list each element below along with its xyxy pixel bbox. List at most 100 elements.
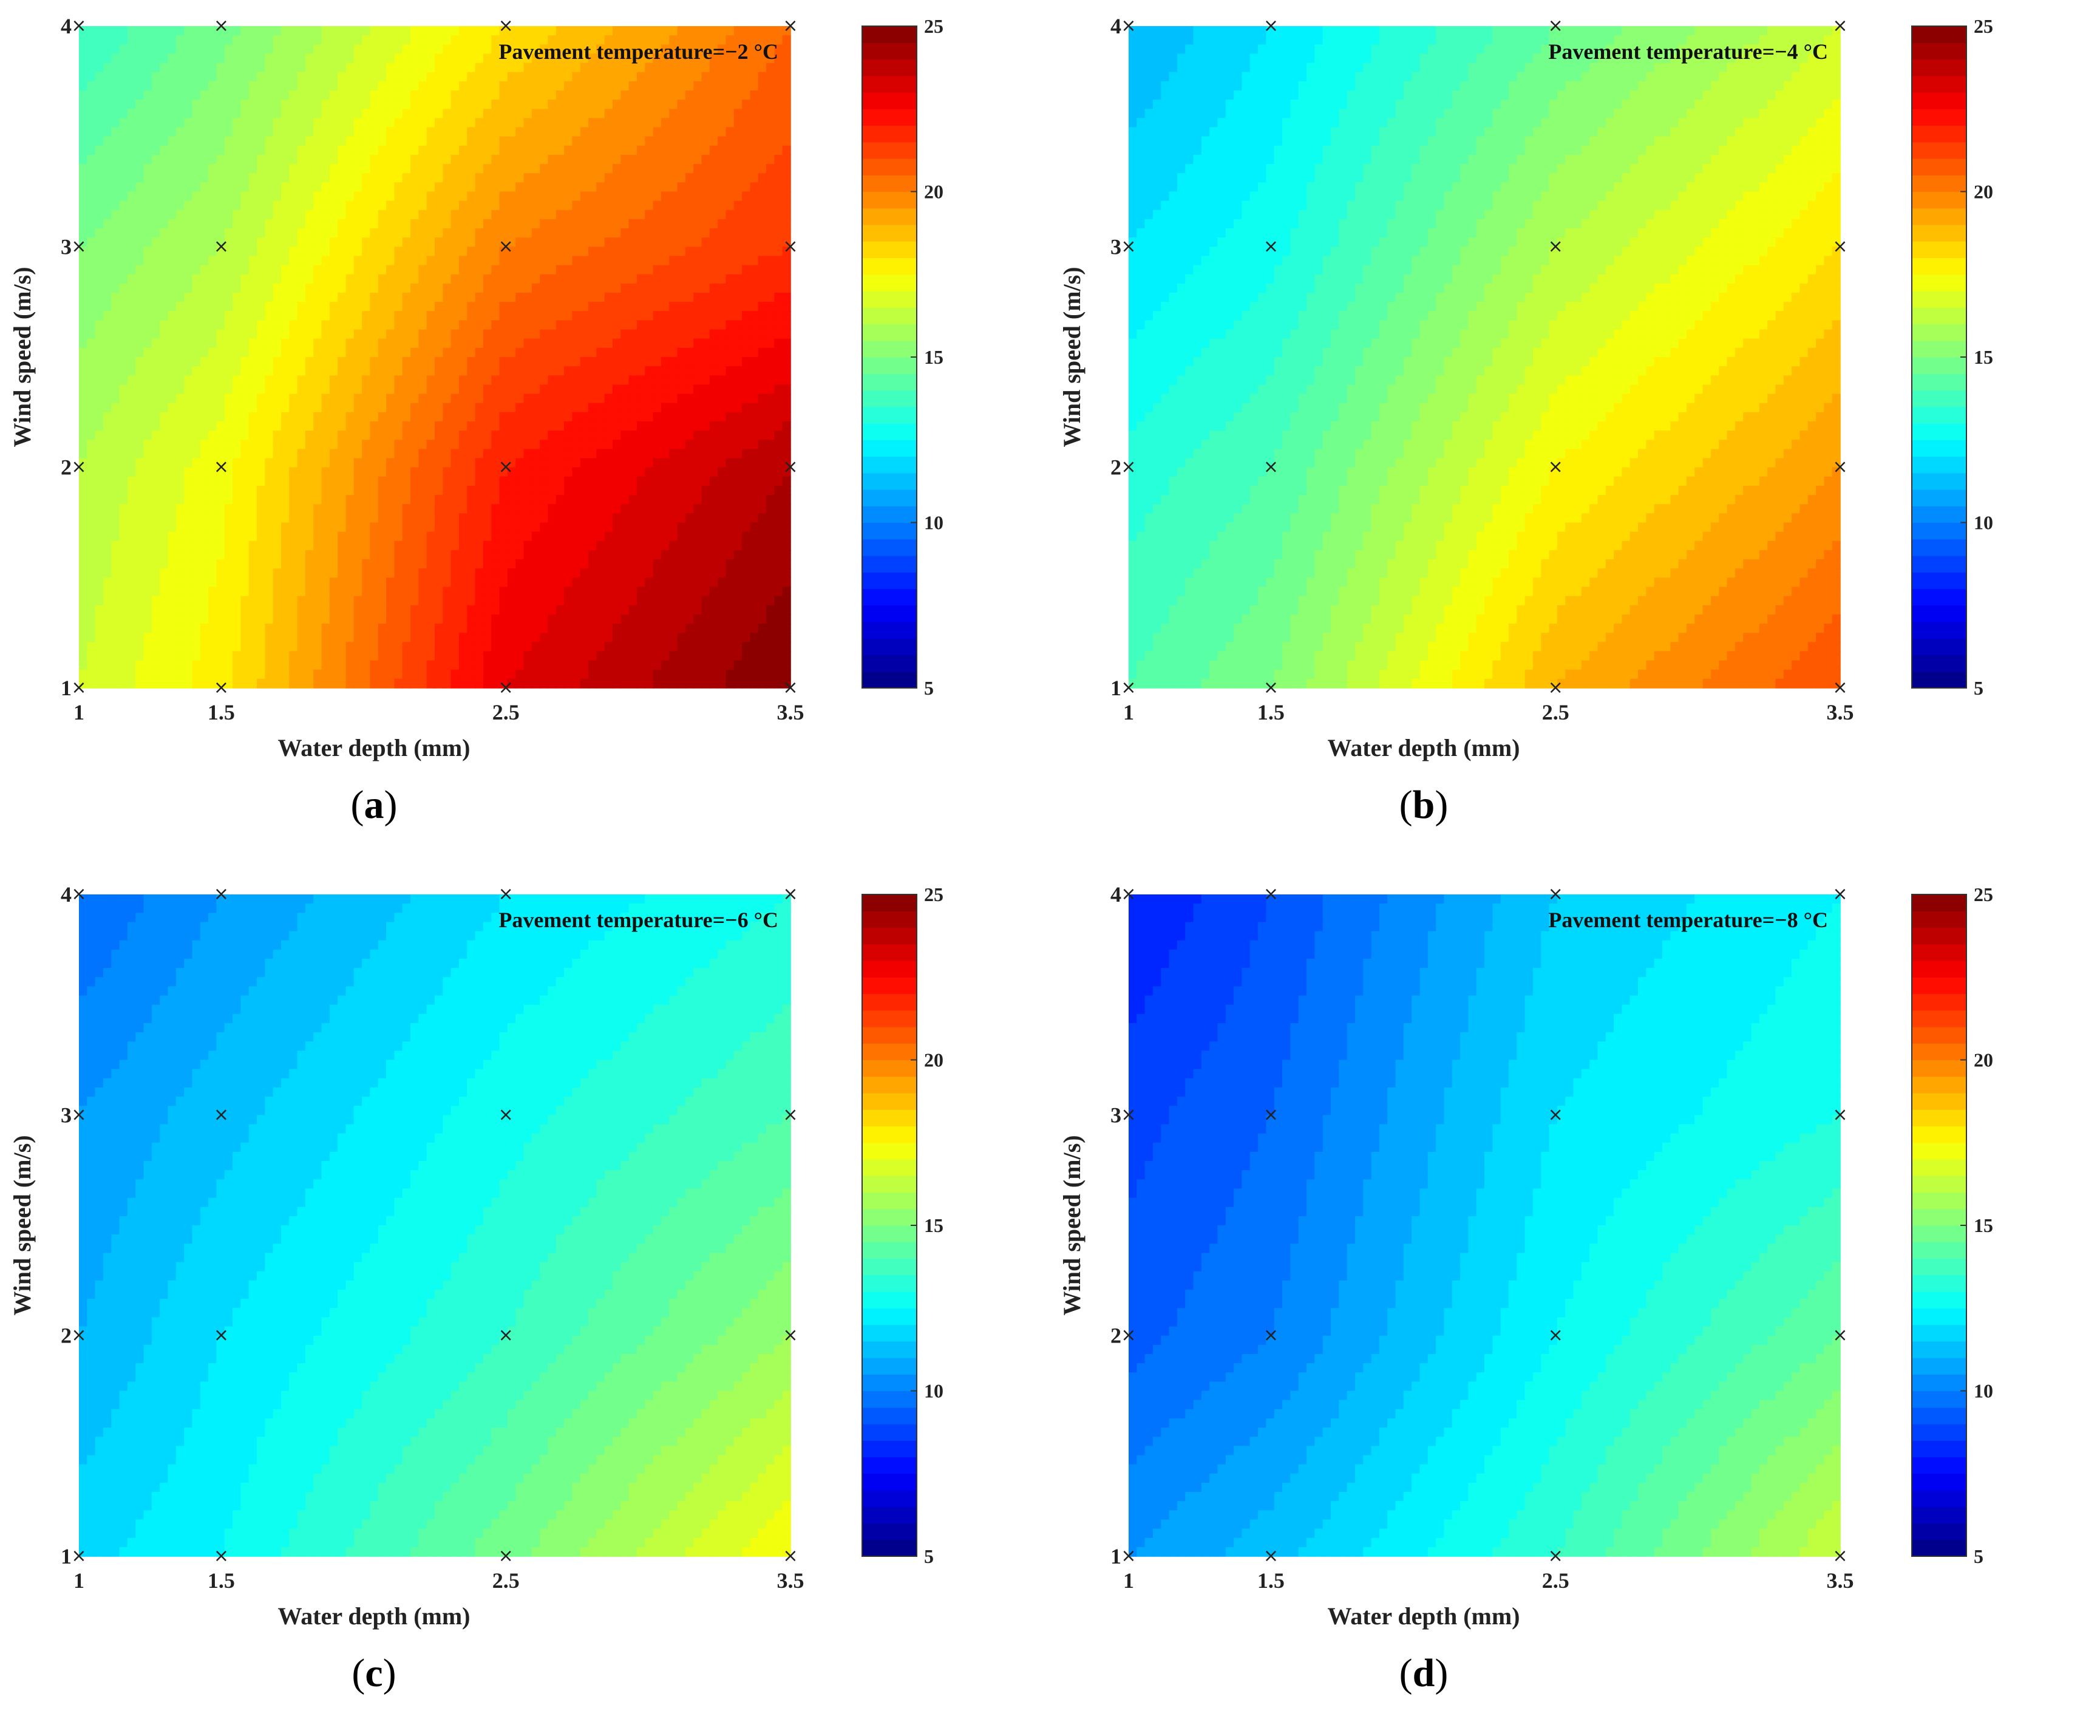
heatmap-cell	[588, 504, 597, 514]
heatmap-cell	[774, 173, 783, 183]
heatmap-cell	[345, 63, 355, 73]
heatmap-cell	[483, 90, 492, 100]
heatmap-cell	[443, 154, 452, 165]
heatmap-cell	[175, 209, 185, 220]
heatmap-cell	[685, 412, 694, 422]
heatmap-cell	[548, 154, 557, 165]
heatmap-cell	[613, 513, 622, 523]
heatmap-cell	[135, 440, 144, 450]
heatmap-cell	[143, 320, 152, 330]
heatmap-cell	[782, 347, 791, 358]
heatmap-cell	[475, 100, 484, 110]
heatmap-cell	[313, 347, 322, 358]
heatmap-cell	[313, 320, 322, 330]
heatmap-cell	[685, 329, 694, 339]
heatmap-cell	[224, 302, 233, 312]
heatmap-cell	[111, 476, 120, 486]
heatmap-cell	[378, 109, 387, 119]
heatmap-cell	[305, 513, 314, 523]
heatmap-cell	[458, 182, 468, 192]
heatmap-cell	[160, 35, 169, 46]
heatmap-cell	[458, 53, 468, 64]
heatmap-cell	[435, 449, 444, 459]
heatmap-cell	[95, 458, 104, 468]
heatmap-cell	[87, 485, 96, 495]
heatmap-cell	[248, 72, 257, 82]
heatmap-cell	[701, 173, 710, 183]
heatmap-cell	[119, 118, 128, 128]
heatmap-cell	[313, 393, 322, 404]
heatmap-cell	[701, 247, 710, 257]
heatmap-cell	[353, 504, 362, 514]
heatmap-cell	[580, 412, 589, 422]
heatmap-cell	[151, 72, 160, 82]
heatmap-cell	[127, 81, 137, 91]
heatmap-cell	[701, 522, 710, 533]
heatmap-cell	[564, 320, 573, 330]
heatmap-cell	[653, 173, 662, 183]
heatmap-cell	[410, 182, 420, 192]
heatmap-cell	[143, 164, 152, 174]
heatmap-cell	[677, 63, 686, 73]
heatmap-cell	[613, 237, 622, 248]
heatmap-cell	[483, 164, 492, 174]
heatmap-cell	[313, 182, 322, 192]
heatmap-cell	[79, 219, 88, 229]
heatmap-cell	[491, 182, 500, 192]
heatmap-cell	[329, 522, 338, 533]
heatmap-cell	[435, 393, 444, 404]
heatmap-cell	[620, 329, 630, 339]
heatmap-cell	[548, 449, 557, 459]
heatmap-cell	[701, 26, 710, 36]
heatmap-cell	[248, 421, 257, 431]
heatmap-cell	[111, 393, 120, 404]
heatmap-cell	[653, 256, 662, 266]
heatmap-cell	[693, 311, 702, 321]
heatmap-cell	[709, 311, 718, 321]
heatmap-cell	[370, 228, 379, 238]
heatmap-cell	[450, 347, 460, 358]
heatmap-cell	[175, 26, 185, 36]
heatmap-cell	[257, 338, 266, 349]
heatmap-cell	[669, 338, 678, 349]
heatmap-cell	[224, 384, 233, 395]
heatmap-cell	[628, 283, 637, 293]
heatmap-cell	[435, 44, 444, 55]
heatmap-cell	[523, 504, 532, 514]
heatmap-cell	[378, 26, 387, 36]
heatmap-cell	[386, 522, 395, 533]
heatmap-cell	[119, 540, 128, 551]
heatmap-cell	[774, 164, 783, 174]
heatmap-cell	[143, 26, 152, 36]
heatmap-cell	[313, 72, 322, 82]
heatmap-cell	[160, 458, 169, 468]
heatmap-cell	[402, 357, 411, 367]
heatmap-cell	[248, 495, 257, 505]
heatmap-cell	[628, 237, 637, 248]
heatmap-cell	[709, 302, 718, 312]
heatmap-cell	[564, 228, 573, 238]
heatmap-cell	[378, 164, 387, 174]
heatmap-cell	[613, 504, 622, 514]
heatmap-cell	[693, 53, 702, 64]
heatmap-cell	[620, 90, 630, 100]
heatmap-cell	[353, 485, 362, 495]
heatmap-cell	[192, 228, 201, 238]
heatmap-cell	[467, 228, 476, 238]
heatmap-cell	[378, 412, 387, 422]
heatmap-cell	[192, 44, 201, 55]
heatmap-cell	[418, 540, 427, 551]
heatmap-cell	[87, 347, 96, 358]
heatmap-cell	[580, 347, 589, 358]
heatmap-cell	[175, 109, 185, 119]
heatmap-cell	[604, 219, 613, 229]
heatmap-cell	[588, 485, 597, 495]
heatmap-cell	[305, 72, 314, 82]
heatmap-cell	[410, 421, 420, 431]
heatmap-cell	[580, 256, 589, 266]
heatmap-cell	[160, 403, 169, 413]
heatmap-cell	[248, 274, 257, 284]
heatmap-cell	[127, 412, 137, 422]
heatmap-cell	[208, 109, 217, 119]
heatmap-cell	[378, 90, 387, 100]
